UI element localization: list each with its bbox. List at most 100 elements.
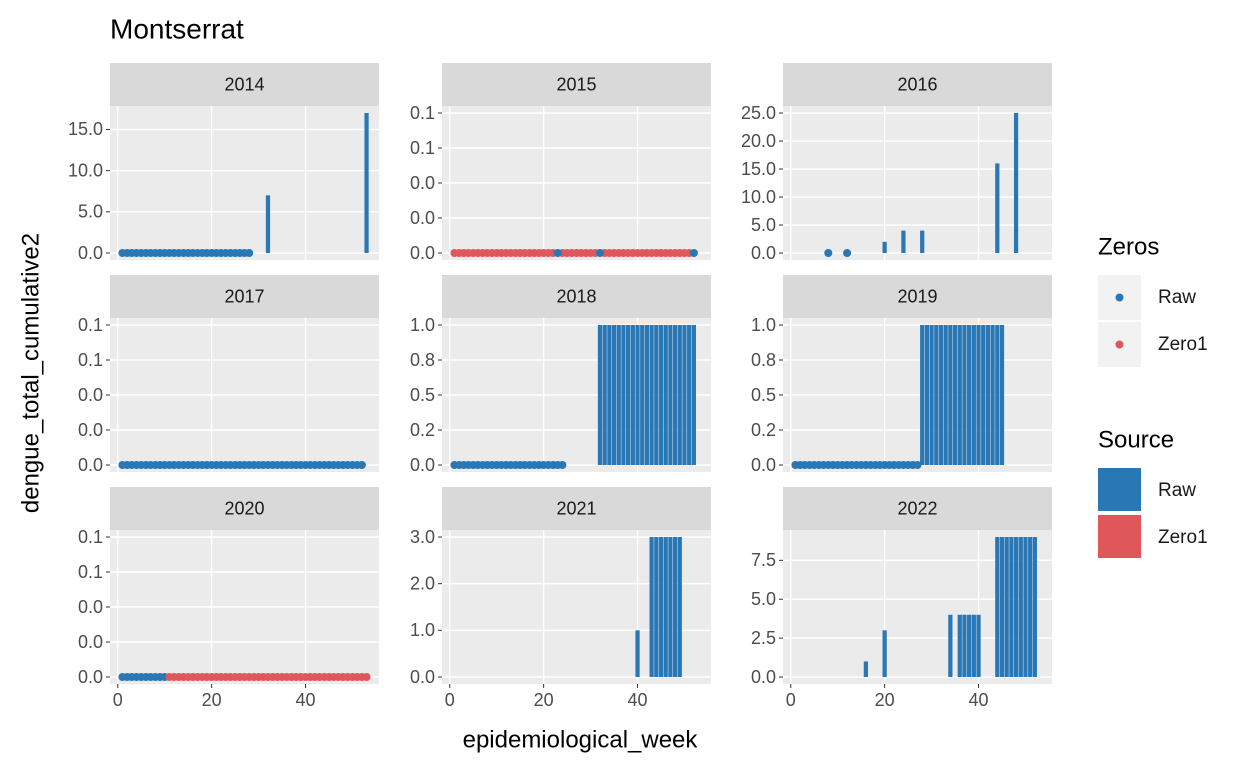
x-tick-label: 0 bbox=[445, 690, 455, 710]
y-tick-label: 5.0 bbox=[78, 202, 103, 222]
bar bbox=[635, 630, 640, 677]
bar bbox=[938, 325, 944, 465]
bar bbox=[668, 537, 673, 677]
strip-label: 2021 bbox=[556, 498, 596, 518]
y-tick-label: 0.1 bbox=[410, 103, 435, 123]
y-tick-label: 0.5 bbox=[751, 385, 776, 405]
x-axis-title: epidemiological_week bbox=[463, 726, 699, 753]
point bbox=[362, 673, 371, 681]
y-tick-label: 0.0 bbox=[78, 243, 103, 263]
y-tick-label: 15.0 bbox=[68, 119, 103, 139]
bar bbox=[981, 325, 986, 465]
y-tick-label: 0.0 bbox=[78, 420, 103, 440]
strip-label: 2018 bbox=[556, 286, 596, 306]
bar bbox=[999, 537, 1005, 677]
strip-label: 2019 bbox=[897, 286, 937, 306]
bar bbox=[985, 325, 991, 465]
strip bbox=[442, 63, 711, 106]
y-tick-label: 0.2 bbox=[751, 420, 776, 440]
panel bbox=[783, 106, 1052, 260]
point bbox=[245, 249, 254, 257]
chart-title: Montserrat bbox=[110, 13, 244, 44]
bar bbox=[948, 614, 953, 677]
bar bbox=[635, 325, 640, 465]
legend-label: Zero1 bbox=[1158, 334, 1208, 355]
x-tick-label: 0 bbox=[113, 690, 123, 710]
bar bbox=[668, 325, 673, 465]
bar bbox=[654, 537, 659, 677]
bar bbox=[1013, 113, 1019, 253]
bar bbox=[957, 614, 962, 677]
y-tick-label: 5.0 bbox=[751, 589, 776, 609]
bar bbox=[672, 325, 678, 465]
strip-label: 2020 bbox=[224, 498, 264, 518]
x-tick-label: 40 bbox=[628, 690, 648, 710]
bar bbox=[929, 325, 934, 465]
y-tick-label: 0.2 bbox=[410, 420, 435, 440]
bar bbox=[1018, 537, 1023, 677]
y-axis-title: dengue_total_cumulative2 bbox=[17, 233, 44, 513]
point bbox=[689, 249, 698, 257]
bar bbox=[607, 325, 612, 465]
y-tick-label: 2.5 bbox=[751, 628, 776, 648]
y-tick-label: 0.0 bbox=[410, 208, 435, 228]
y-tick-label: 0.0 bbox=[410, 243, 435, 263]
x-tick-label: 20 bbox=[202, 690, 222, 710]
legend-swatch bbox=[1098, 468, 1141, 511]
legend-label: Zero1 bbox=[1158, 527, 1208, 548]
bar bbox=[1032, 537, 1037, 677]
bar bbox=[663, 537, 668, 677]
bar bbox=[658, 325, 664, 465]
y-tick-label: 0.0 bbox=[751, 667, 776, 687]
bar bbox=[934, 325, 939, 465]
y-tick-label: 0.0 bbox=[410, 173, 435, 193]
point bbox=[843, 249, 852, 257]
bar bbox=[644, 325, 650, 465]
bar bbox=[364, 113, 369, 253]
point bbox=[913, 461, 922, 469]
bar bbox=[621, 325, 626, 465]
bar bbox=[616, 325, 621, 465]
legend-swatch bbox=[1115, 293, 1124, 302]
bar bbox=[597, 325, 603, 465]
bar bbox=[677, 325, 682, 465]
bar bbox=[682, 325, 687, 465]
legend-swatch bbox=[1115, 340, 1124, 349]
y-tick-label: 0.8 bbox=[751, 350, 776, 370]
strip bbox=[110, 275, 379, 318]
bar bbox=[962, 325, 967, 465]
legend-label: Raw bbox=[1158, 480, 1196, 501]
y-tick-label: 0.0 bbox=[78, 667, 103, 687]
y-tick-label: 0.1 bbox=[78, 527, 103, 547]
bar bbox=[957, 325, 962, 465]
bar bbox=[672, 537, 678, 677]
y-tick-label: 20.0 bbox=[741, 131, 776, 151]
strip-label: 2022 bbox=[897, 498, 937, 518]
y-tick-label: 0.0 bbox=[78, 597, 103, 617]
y-tick-label: 1.0 bbox=[410, 620, 435, 640]
bar bbox=[967, 614, 972, 677]
bar bbox=[687, 325, 692, 465]
bar bbox=[658, 537, 664, 677]
strip-label: 2017 bbox=[224, 286, 264, 306]
x-tick-label: 40 bbox=[296, 690, 316, 710]
panel bbox=[110, 106, 379, 260]
bar bbox=[976, 325, 981, 465]
y-tick-label: 0.0 bbox=[410, 455, 435, 475]
bar bbox=[971, 325, 976, 465]
bar bbox=[995, 537, 1000, 677]
strip-label: 2014 bbox=[224, 74, 264, 94]
legend-swatch bbox=[1098, 515, 1141, 558]
bar bbox=[967, 325, 972, 465]
point bbox=[824, 249, 833, 257]
y-tick-label: 3.0 bbox=[410, 527, 435, 547]
y-tick-label: 25.0 bbox=[741, 103, 776, 123]
bar bbox=[920, 325, 925, 465]
x-tick-label: 0 bbox=[786, 690, 796, 710]
y-tick-label: 0.1 bbox=[78, 315, 103, 335]
legend-title: Source bbox=[1098, 426, 1174, 453]
bar bbox=[654, 325, 659, 465]
bar bbox=[948, 325, 953, 465]
point bbox=[558, 461, 567, 469]
legend-label: Raw bbox=[1158, 287, 1196, 308]
